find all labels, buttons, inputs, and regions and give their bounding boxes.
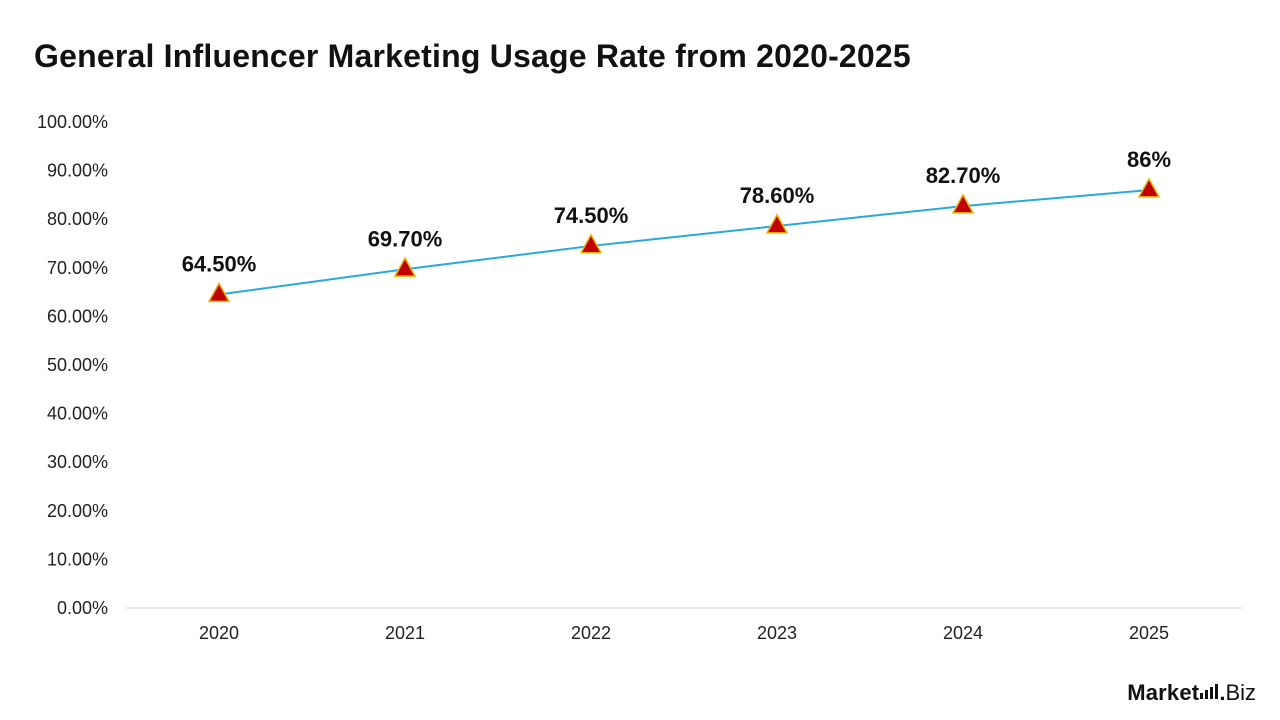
- y-tick-label: 30.00%: [47, 452, 108, 472]
- data-label: 74.50%: [554, 203, 629, 228]
- logo-dot: .: [1219, 680, 1226, 705]
- x-tick-label: 2023: [757, 623, 797, 643]
- y-tick-label: 100.00%: [37, 112, 108, 132]
- y-tick-label: 90.00%: [47, 161, 108, 181]
- data-point-marker: [207, 281, 231, 303]
- x-tick-label: 2020: [199, 623, 239, 643]
- data-label: 82.70%: [926, 163, 1001, 188]
- y-tick-label: 0.00%: [57, 598, 108, 618]
- y-tick-label: 20.00%: [47, 501, 108, 521]
- data-point-marker: [765, 213, 789, 234]
- y-tick-label: 60.00%: [47, 306, 108, 326]
- data-label: 64.50%: [182, 252, 257, 277]
- logo-bars-icon: [1200, 684, 1219, 699]
- brand-logo: Market . Biz: [1127, 680, 1256, 706]
- data-point-marker: [1137, 177, 1161, 198]
- y-tick-label: 50.00%: [47, 355, 108, 375]
- data-point-marker: [951, 193, 975, 214]
- y-tick-label: 40.00%: [47, 404, 108, 424]
- y-tick-label: 70.00%: [47, 258, 108, 278]
- logo-word: Market: [1127, 680, 1200, 705]
- logo-suffix: Biz: [1225, 680, 1256, 705]
- data-point-marker: [579, 233, 603, 254]
- y-tick-label: 10.00%: [47, 549, 108, 569]
- data-label: 69.70%: [368, 226, 443, 251]
- x-tick-label: 2025: [1129, 623, 1169, 643]
- chart-title: General Influencer Marketing Usage Rate …: [34, 38, 911, 74]
- series-line: [218, 189, 1150, 296]
- data-label: 78.60%: [740, 183, 815, 208]
- x-tick-label: 2021: [385, 623, 425, 643]
- x-tick-label: 2024: [943, 623, 983, 643]
- data-point-marker: [393, 256, 417, 277]
- data-label: 86%: [1127, 147, 1171, 172]
- x-tick-label: 2022: [571, 623, 611, 643]
- y-tick-label: 80.00%: [47, 209, 108, 229]
